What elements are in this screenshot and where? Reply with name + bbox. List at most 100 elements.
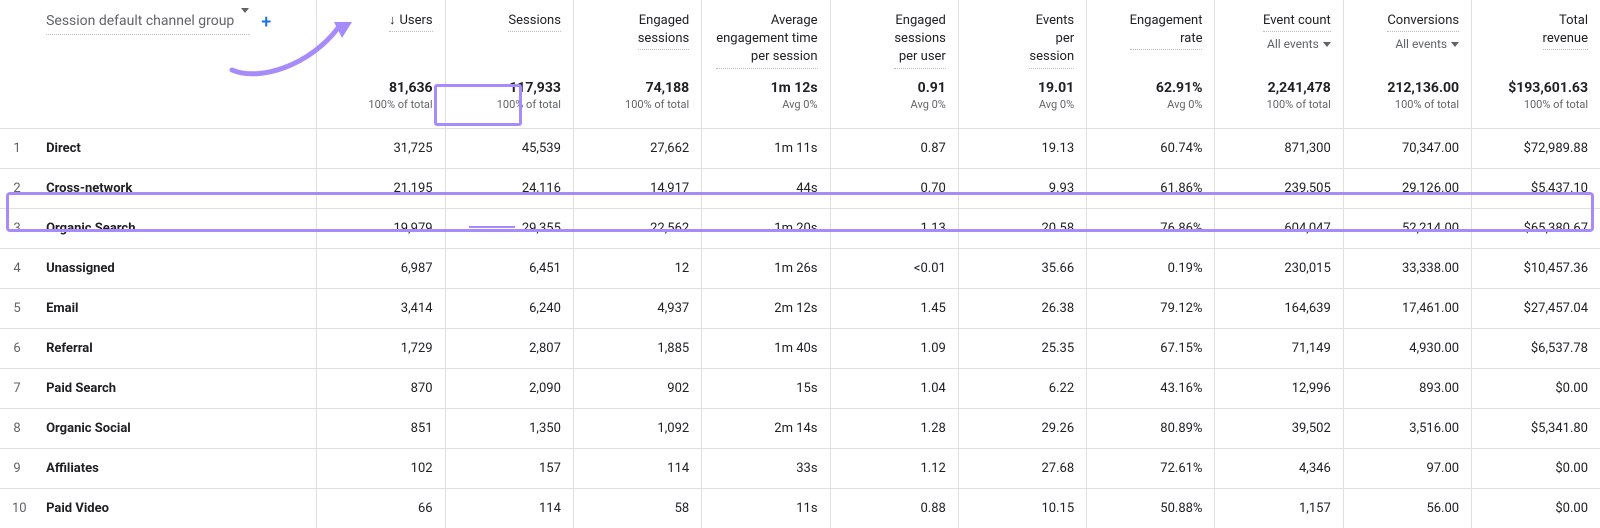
cell-eng_sess: 1,092: [573, 408, 701, 448]
cell-avg_eng: 2m 12s: [702, 288, 830, 328]
column-header-ev_count[interactable]: Event countAll events: [1215, 0, 1343, 72]
dimension-label: Session default channel group: [46, 13, 234, 29]
annotation-arrow: [220, 10, 360, 85]
cell-eng_per_u: 1.45: [830, 288, 958, 328]
totals-cell-sessions: 117,933100% of total: [445, 72, 573, 128]
cell-users: 6,987: [317, 248, 445, 288]
column-header-eng_per_u[interactable]: Engagedsessionsper user: [830, 0, 958, 72]
dimension-picker[interactable]: Session default channel group: [46, 12, 249, 35]
row-dimension[interactable]: Email: [34, 288, 317, 328]
table-row[interactable]: 7Paid Search8702,09090215s1.046.2243.16%…: [0, 368, 1600, 408]
totals-cell-ev_per_s: 19.01Avg 0%: [958, 72, 1086, 128]
row-dimension[interactable]: Organic Search: [34, 208, 317, 248]
cell-eng_rate: 60.74%: [1087, 128, 1215, 168]
cell-eng_per_u: 0.87: [830, 128, 958, 168]
column-header-ev_per_s[interactable]: Eventspersession: [958, 0, 1086, 72]
cell-eng_sess: 12: [573, 248, 701, 288]
column-header-avg_eng[interactable]: Averageengagement timeper session: [702, 0, 830, 72]
table-row[interactable]: 5Email3,4146,2404,9372m 12s1.4526.3879.1…: [0, 288, 1600, 328]
table-row[interactable]: 9Affiliates10215711433s1.1227.6872.61%4,…: [0, 448, 1600, 488]
column-header-eng_rate[interactable]: Engagementrate: [1087, 0, 1215, 72]
cell-revenue: $72,989.88: [1472, 128, 1600, 168]
sort-descending-icon: ↓: [389, 12, 396, 30]
column-label: Sessions: [508, 12, 561, 32]
cell-eng_sess: 4,937: [573, 288, 701, 328]
cell-revenue: $0.00: [1472, 488, 1600, 528]
cell-conv: 70,347.00: [1343, 128, 1471, 168]
cell-eng_rate: 43.16%: [1087, 368, 1215, 408]
cell-sessions: 45,539: [445, 128, 573, 168]
cell-ev_count: 230,015: [1215, 248, 1343, 288]
row-dimension[interactable]: Organic Social: [34, 408, 317, 448]
column-header-eng_sess[interactable]: Engagedsessions: [573, 0, 701, 72]
row-dimension[interactable]: Unassigned: [34, 248, 317, 288]
cell-users: 102: [317, 448, 445, 488]
row-index: 9: [0, 448, 34, 488]
chevron-down-icon: [1451, 42, 1459, 47]
row-dimension[interactable]: Cross-network: [34, 168, 317, 208]
cell-revenue: $6,537.78: [1472, 328, 1600, 368]
table-row[interactable]: 10Paid Video661145811s0.8810.1550.88%1,1…: [0, 488, 1600, 528]
row-index: 5: [0, 288, 34, 328]
cell-eng_per_u: <0.01: [830, 248, 958, 288]
cell-users: 21,195: [317, 168, 445, 208]
cell-revenue: $0.00: [1472, 368, 1600, 408]
chevron-down-icon: [1323, 42, 1331, 47]
cell-sessions: 2,090: [445, 368, 573, 408]
cell-sessions: 6,451: [445, 248, 573, 288]
cell-eng_sess: 58: [573, 488, 701, 528]
cell-eng_per_u: 1.13: [830, 208, 958, 248]
cell-eng_rate: 67.15%: [1087, 328, 1215, 368]
row-dimension[interactable]: Affiliates: [34, 448, 317, 488]
cell-eng_sess: 14,917: [573, 168, 701, 208]
cell-ev_per_s: 9.93: [958, 168, 1086, 208]
table-row[interactable]: 1Direct31,72545,53927,6621m 11s0.8719.13…: [0, 128, 1600, 168]
row-dimension[interactable]: Paid Search: [34, 368, 317, 408]
table-row[interactable]: 4Unassigned6,9876,451121m 26s<0.0135.660…: [0, 248, 1600, 288]
cell-revenue: $10,457.36: [1472, 248, 1600, 288]
column-header-revenue[interactable]: Totalrevenue: [1472, 0, 1600, 72]
cell-sessions: 157: [445, 448, 573, 488]
table-row[interactable]: 2Cross-network21,19524,11614,91744s0.709…: [0, 168, 1600, 208]
row-index: 10: [0, 488, 34, 528]
cell-conv: 29,126.00: [1343, 168, 1471, 208]
column-label: Engagementrate: [1130, 12, 1203, 50]
column-header-sessions[interactable]: Sessions: [445, 0, 573, 72]
table-row[interactable]: 8Organic Social8511,3501,0922m 14s1.2829…: [0, 408, 1600, 448]
cell-eng_rate: 80.89%: [1087, 408, 1215, 448]
totals-cell-revenue: $193,601.63100% of total: [1472, 72, 1600, 128]
cell-avg_eng: 11s: [702, 488, 830, 528]
row-dimension[interactable]: Direct: [34, 128, 317, 168]
table-row[interactable]: 3Organic Search19,97929,35522,5621m 20s1…: [0, 208, 1600, 248]
cell-ev_per_s: 26.38: [958, 288, 1086, 328]
cell-ev_per_s: 25.35: [958, 328, 1086, 368]
cell-eng_rate: 72.61%: [1087, 448, 1215, 488]
cell-eng_per_u: 0.88: [830, 488, 958, 528]
header-index-spacer: [0, 0, 34, 72]
cell-users: 1,729: [317, 328, 445, 368]
column-header-conv[interactable]: ConversionsAll events: [1343, 0, 1471, 72]
cell-eng_per_u: 1.04: [830, 368, 958, 408]
column-label: ↓Users: [389, 12, 433, 32]
cell-conv: 3,516.00: [1343, 408, 1471, 448]
column-selector-conv[interactable]: All events: [1395, 36, 1459, 53]
cell-eng_per_u: 1.09: [830, 328, 958, 368]
column-label: Averageengagement timeper session: [716, 12, 817, 69]
table-row[interactable]: 6Referral1,7292,8071,8851m 40s1.0925.356…: [0, 328, 1600, 368]
cell-users: 31,725: [317, 128, 445, 168]
cell-ev_per_s: 6.22: [958, 368, 1086, 408]
cell-eng_per_u: 0.70: [830, 168, 958, 208]
row-dimension[interactable]: Paid Video: [34, 488, 317, 528]
row-dimension[interactable]: Referral: [34, 328, 317, 368]
totals-cell-eng_per_u: 0.91Avg 0%: [830, 72, 958, 128]
cell-sessions: 114: [445, 488, 573, 528]
cell-avg_eng: 1m 26s: [702, 248, 830, 288]
row-index: 8: [0, 408, 34, 448]
cell-ev_per_s: 27.68: [958, 448, 1086, 488]
cell-ev_count: 871,300: [1215, 128, 1343, 168]
cell-eng_rate: 76.86%: [1087, 208, 1215, 248]
column-selector-ev_count[interactable]: All events: [1267, 36, 1331, 53]
column-label: Engagedsessionsper user: [894, 12, 946, 69]
cell-ev_count: 239,505: [1215, 168, 1343, 208]
cell-eng_sess: 902: [573, 368, 701, 408]
